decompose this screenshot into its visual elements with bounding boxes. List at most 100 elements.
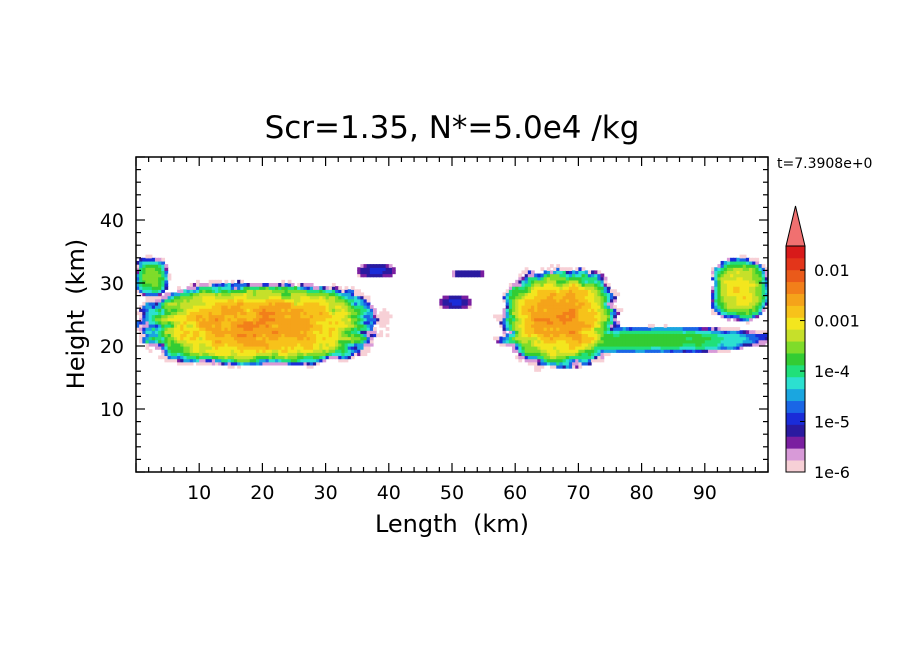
field-cell <box>502 327 507 331</box>
field-cell <box>265 314 270 319</box>
field-cell <box>344 346 349 350</box>
field-cell <box>666 349 671 353</box>
field-cell <box>572 286 576 290</box>
field-cell <box>300 308 305 312</box>
field-cell <box>527 276 532 281</box>
field-cell <box>183 320 188 325</box>
field-cell <box>211 317 216 322</box>
field-cell <box>319 305 324 309</box>
field-cell <box>312 320 317 325</box>
field-cell <box>388 273 393 278</box>
field-cell <box>521 355 526 360</box>
field-cell <box>540 301 545 306</box>
colorbar-tick-label: 1e-6 <box>814 463 850 482</box>
field-cell <box>227 323 232 328</box>
field-cell <box>644 330 649 334</box>
field-cell <box>644 336 649 341</box>
field-cell <box>733 276 737 281</box>
field-cell <box>202 361 207 366</box>
field-cell <box>237 349 241 353</box>
field-cell <box>515 323 519 328</box>
field-cell <box>594 289 598 294</box>
field-cell <box>192 311 197 316</box>
field-cell <box>224 346 229 350</box>
field-cell <box>360 273 365 278</box>
field-cell <box>312 349 317 353</box>
field-cell <box>199 352 203 357</box>
field-cell <box>717 270 722 275</box>
field-cell <box>587 336 592 341</box>
field-cell <box>632 333 636 338</box>
field-cell <box>707 339 712 344</box>
field-cell <box>218 358 222 363</box>
field-cell <box>246 352 251 357</box>
field-cell <box>281 346 286 350</box>
field-cell <box>467 301 472 306</box>
field-cell <box>316 298 320 303</box>
field-cell <box>306 349 311 353</box>
field-cell <box>581 298 586 303</box>
field-cell <box>183 314 188 319</box>
field-cell <box>720 270 725 275</box>
field-cell <box>177 286 181 290</box>
field-cell <box>319 327 324 331</box>
field-cell <box>723 330 728 334</box>
field-cell <box>164 305 169 309</box>
field-cell <box>587 276 592 281</box>
field-cell <box>723 298 728 303</box>
field-cell <box>562 279 567 284</box>
field-cell <box>335 301 339 306</box>
field-cell <box>233 289 238 294</box>
field-cell <box>758 267 763 271</box>
field-cell <box>565 352 570 357</box>
field-cell <box>173 314 178 319</box>
field-cell <box>534 342 538 347</box>
field-cell <box>230 292 235 297</box>
field-cell <box>591 358 595 363</box>
field-cell <box>284 333 289 338</box>
field-cell <box>316 349 320 353</box>
field-cell <box>616 311 621 316</box>
field-cell <box>581 276 586 281</box>
field-cell <box>215 361 219 366</box>
field-cell <box>464 273 469 278</box>
field-cell <box>319 339 324 344</box>
field-cell <box>306 311 311 316</box>
field-cell <box>546 333 551 338</box>
field-cell <box>597 279 602 284</box>
field-cell <box>177 301 181 306</box>
field-cell <box>505 295 510 300</box>
field-cell <box>205 286 210 290</box>
field-cell <box>581 346 586 350</box>
field-cell <box>252 333 257 338</box>
field-cell <box>177 292 181 297</box>
field-cell <box>205 295 210 300</box>
field-cell <box>556 349 561 353</box>
field-cell <box>641 346 646 350</box>
field-cell <box>246 308 251 312</box>
field-cell <box>534 330 538 334</box>
field-cell <box>369 314 374 319</box>
field-cell <box>325 355 330 360</box>
field-cell <box>733 257 737 262</box>
field-cell <box>540 279 545 284</box>
field-cell <box>275 355 279 360</box>
field-cell <box>518 311 523 316</box>
field-cell <box>237 333 241 338</box>
field-cell <box>524 346 529 350</box>
field-cell <box>761 333 766 338</box>
field-cell <box>233 317 238 322</box>
colorbar-swatch <box>786 376 805 390</box>
field-cell <box>347 295 352 300</box>
field-cell <box>543 311 548 316</box>
field-cell <box>363 305 368 309</box>
field-cell <box>755 260 760 265</box>
field-cell <box>170 342 175 347</box>
field-cell <box>360 305 365 309</box>
field-cell <box>338 320 342 325</box>
field-cell <box>512 349 516 353</box>
field-cell <box>518 308 523 312</box>
field-cell <box>306 323 311 328</box>
field-cell <box>233 336 238 341</box>
field-cell <box>249 295 254 300</box>
